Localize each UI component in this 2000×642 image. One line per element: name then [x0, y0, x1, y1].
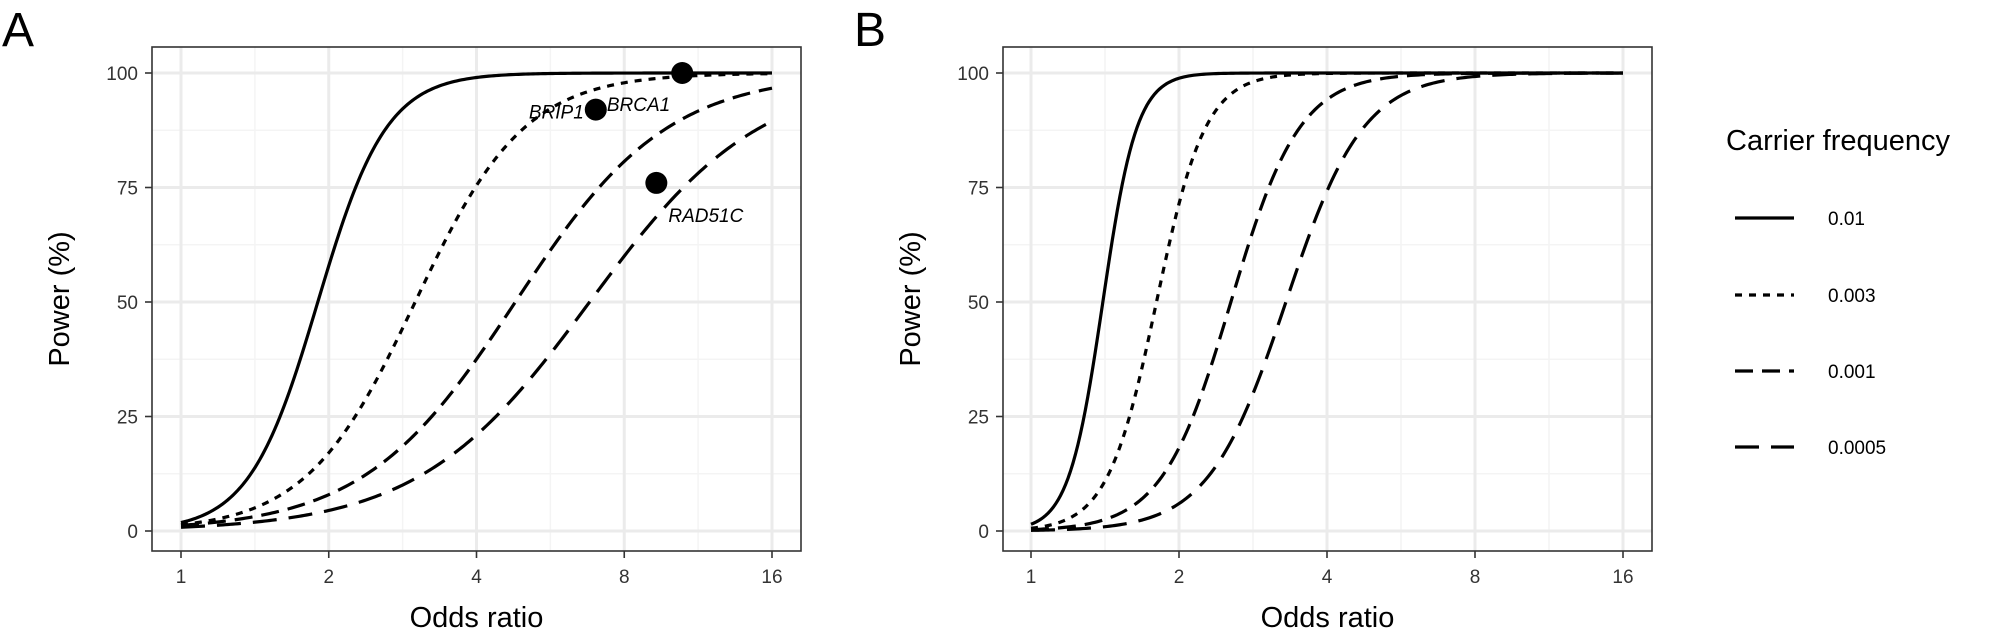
x-tick-label: 8: [1470, 567, 1481, 588]
x-tick-label: 2: [1174, 567, 1185, 588]
x-tick-label: 1: [176, 567, 187, 588]
y-tick-label: 50: [968, 293, 989, 314]
y-tick-label: 25: [117, 408, 138, 429]
x-tick-label: 1: [1026, 567, 1037, 588]
point-label-brip1: BRIP1: [529, 103, 584, 124]
y-axis-title: Power (%): [895, 231, 927, 366]
legend: Carrier frequency 0.01 0.003 0.001 0.0005: [1726, 125, 1951, 459]
x-tick-label: 4: [1322, 567, 1333, 588]
y-tick-label: 25: [968, 408, 989, 429]
legend-label-0-001: 0.001: [1828, 362, 1876, 383]
legend-label-0-0005: 0.0005: [1828, 438, 1886, 459]
panel-label: B: [854, 4, 886, 57]
legend-title: Carrier frequency: [1726, 125, 1951, 157]
series-line-0-003: [180, 72, 773, 527]
series-line-0-001: [180, 86, 773, 527]
panel-label: A: [2, 4, 34, 57]
y-tick-label: 100: [106, 64, 138, 85]
x-axis-title: Odds ratio: [1261, 602, 1395, 634]
point-brca1: [671, 62, 694, 84]
x-tick-label: 16: [761, 567, 782, 588]
y-tick-label: 0: [127, 522, 138, 543]
x-tick-label: 8: [619, 567, 630, 588]
legend-label-0-003: 0.003: [1828, 286, 1876, 307]
y-tick-label: 75: [117, 179, 138, 200]
series-line-0-001: [1030, 71, 1623, 532]
y-tick-label: 75: [968, 179, 989, 200]
y-tick-label: 100: [957, 64, 989, 85]
panel-b: B 1 2 4 8 16 0 25 50 75 100 Odds ratio Power (%): [854, 4, 1653, 634]
point-rad51c: [645, 171, 668, 194]
y-tick-label: 0: [978, 522, 989, 543]
point-label-rad51c: RAD51C: [668, 206, 743, 227]
y-tick-label: 50: [117, 293, 138, 314]
series-line-0-0005: [180, 119, 773, 529]
x-tick-label: 4: [471, 567, 482, 588]
point-brip1: [584, 98, 607, 121]
point-label-brca1: BRCA1: [607, 95, 670, 116]
y-axis-title: Power (%): [44, 231, 76, 366]
legend-label-0-01: 0.01: [1828, 209, 1865, 230]
x-axis-title: Odds ratio: [410, 602, 544, 634]
x-tick-label: 2: [323, 567, 334, 588]
panel-a: A 1 2 4 8 16 0 25 50 75 100 Odds ratio Power (%) BRIP…: [2, 4, 802, 634]
x-tick-label: 16: [1612, 567, 1633, 588]
